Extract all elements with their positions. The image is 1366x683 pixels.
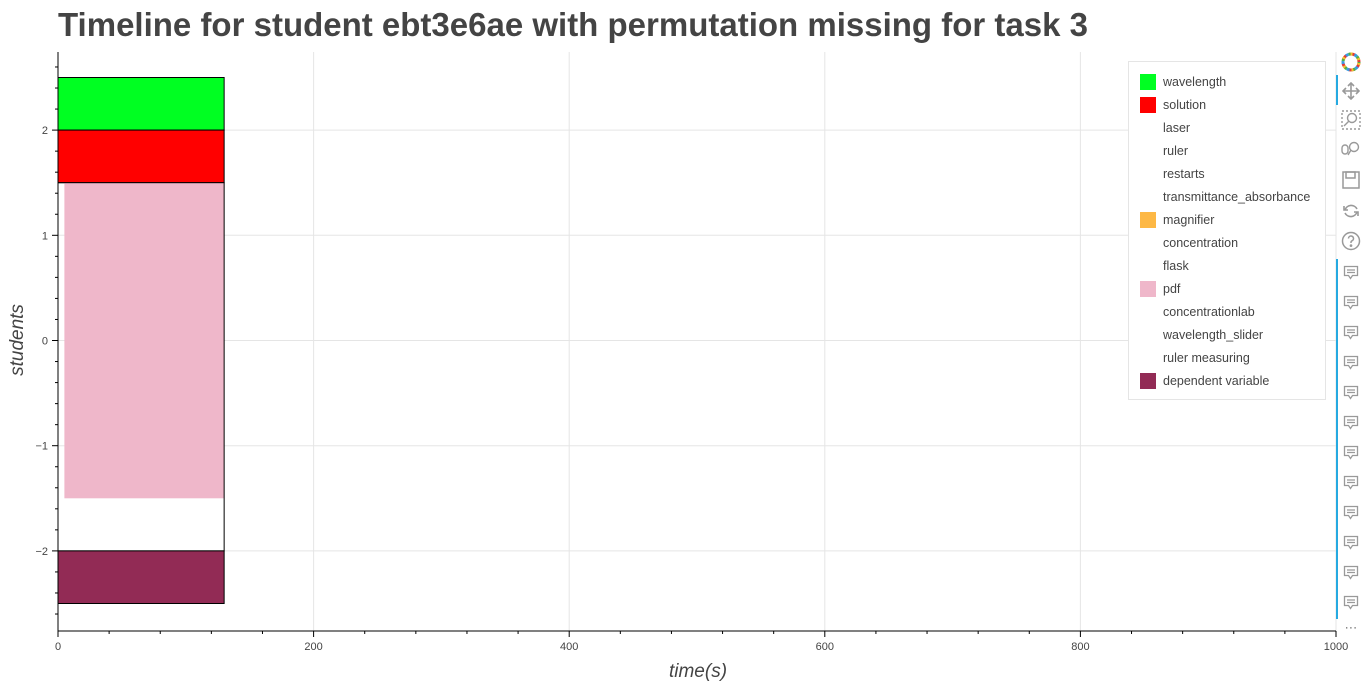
legend-label: concentrationlab bbox=[1163, 304, 1255, 319]
hover-icon[interactable] bbox=[1340, 411, 1362, 435]
legend-item[interactable]: laser bbox=[1129, 116, 1325, 139]
legend-swatch bbox=[1140, 349, 1156, 366]
legend-swatch bbox=[1140, 73, 1156, 90]
legend-item[interactable]: concentration bbox=[1129, 231, 1325, 254]
legend-swatch bbox=[1140, 165, 1156, 182]
legend-label: dependent variable bbox=[1163, 373, 1270, 388]
legend-swatch bbox=[1140, 211, 1156, 228]
y-axis-label: students bbox=[7, 304, 28, 376]
save-icon[interactable] bbox=[1340, 168, 1362, 192]
legend-item[interactable]: wavelength bbox=[1129, 70, 1325, 93]
legend-label: wavelength bbox=[1163, 74, 1227, 89]
bars-group bbox=[57, 77, 225, 605]
x-tick-label: 1000 bbox=[1324, 641, 1348, 653]
active-hover-indicator bbox=[1336, 259, 1338, 619]
legend-swatch bbox=[1140, 188, 1156, 205]
hover-icon[interactable] bbox=[1340, 381, 1362, 405]
toolbar: ⋯ bbox=[1336, 44, 1366, 683]
hover-icon[interactable] bbox=[1340, 591, 1362, 615]
legend-item[interactable]: dependent variable bbox=[1129, 369, 1325, 392]
legend-label: ruler bbox=[1163, 143, 1189, 158]
wheel-zoom-icon[interactable] bbox=[1340, 137, 1362, 161]
bar-pdf bbox=[64, 182, 225, 499]
pan-icon[interactable] bbox=[1340, 79, 1362, 103]
x-tick-label: 0 bbox=[55, 641, 61, 653]
legend-swatch bbox=[1140, 257, 1156, 274]
x-tick-label: 200 bbox=[304, 641, 322, 653]
legend-label: restarts bbox=[1163, 166, 1205, 181]
page-title: Timeline for student ebt3e6ae with permu… bbox=[58, 6, 1088, 43]
hover-icon[interactable] bbox=[1340, 531, 1362, 555]
legend-label: pdf bbox=[1163, 281, 1181, 296]
grid-lines bbox=[58, 52, 1337, 631]
legend-item[interactable]: solution bbox=[1129, 93, 1325, 116]
hover-icon[interactable] bbox=[1340, 321, 1362, 345]
legend-label: solution bbox=[1163, 97, 1207, 112]
hover-icon[interactable] bbox=[1340, 441, 1362, 465]
legend-swatch bbox=[1140, 303, 1156, 320]
x-tick-label: 400 bbox=[560, 641, 578, 653]
axes-group: 0 200 400 600 800 1000 −2 −1 0 1 2 bbox=[35, 52, 1348, 653]
legend-swatch bbox=[1140, 234, 1156, 251]
legend-item[interactable]: magnifier bbox=[1129, 208, 1325, 231]
hover-icon[interactable] bbox=[1340, 501, 1362, 525]
hover-icon[interactable] bbox=[1340, 561, 1362, 585]
legend-swatch bbox=[1140, 96, 1156, 113]
hover-icon[interactable] bbox=[1340, 261, 1362, 285]
help-icon[interactable] bbox=[1340, 229, 1362, 253]
legend-label: concentration bbox=[1163, 235, 1239, 250]
y-tick-label: −2 bbox=[35, 546, 48, 558]
bokeh-logo-icon[interactable] bbox=[1340, 50, 1362, 74]
y-tick-label: 1 bbox=[42, 230, 48, 242]
legend-item[interactable]: wavelength_slider bbox=[1129, 323, 1325, 346]
hover-icon[interactable] bbox=[1340, 351, 1362, 375]
legend-item[interactable]: restarts bbox=[1129, 162, 1325, 185]
legend-swatch bbox=[1140, 280, 1156, 297]
x-tick-label: 600 bbox=[816, 641, 834, 653]
legend-item[interactable]: transmittance_absorbance bbox=[1129, 185, 1325, 208]
legend-swatch bbox=[1140, 142, 1156, 159]
legend-label: magnifier bbox=[1163, 212, 1215, 227]
legend-swatch bbox=[1140, 119, 1156, 136]
legend-item[interactable]: ruler measuring bbox=[1129, 346, 1325, 369]
bar-dependent-variable bbox=[57, 550, 225, 605]
toolbar-overflow-icon[interactable]: ⋯ bbox=[1344, 620, 1358, 635]
x-axis-label: time(s) bbox=[669, 661, 727, 682]
y-tick-label: 2 bbox=[42, 125, 48, 137]
legend[interactable]: wavelength solution laser ruler restarts tran… bbox=[1128, 61, 1326, 400]
bar-solution bbox=[57, 129, 225, 184]
x-tick-label: 800 bbox=[1071, 641, 1089, 653]
legend-item[interactable]: concentrationlab bbox=[1129, 300, 1325, 323]
bar-unfilled bbox=[57, 182, 225, 552]
legend-item[interactable]: flask bbox=[1129, 254, 1325, 277]
legend-item[interactable]: pdf bbox=[1129, 277, 1325, 300]
reset-icon[interactable] bbox=[1340, 199, 1362, 223]
legend-swatch bbox=[1140, 326, 1156, 343]
hover-icon[interactable] bbox=[1340, 471, 1362, 495]
legend-label: laser bbox=[1163, 120, 1191, 135]
legend-label: ruler measuring bbox=[1163, 350, 1250, 365]
legend-label: wavelength_slider bbox=[1163, 327, 1264, 342]
legend-label: transmittance_absorbance bbox=[1163, 189, 1311, 204]
y-tick-label: 0 bbox=[42, 336, 48, 348]
legend-item[interactable]: ruler bbox=[1129, 139, 1325, 162]
bar-wavelength bbox=[57, 77, 225, 131]
box-zoom-icon[interactable] bbox=[1340, 108, 1362, 132]
y-tick-label: −1 bbox=[35, 441, 48, 453]
hover-icon[interactable] bbox=[1340, 291, 1362, 315]
active-tool-indicator bbox=[1336, 75, 1338, 105]
legend-label: flask bbox=[1163, 258, 1189, 273]
legend-swatch bbox=[1140, 372, 1156, 389]
